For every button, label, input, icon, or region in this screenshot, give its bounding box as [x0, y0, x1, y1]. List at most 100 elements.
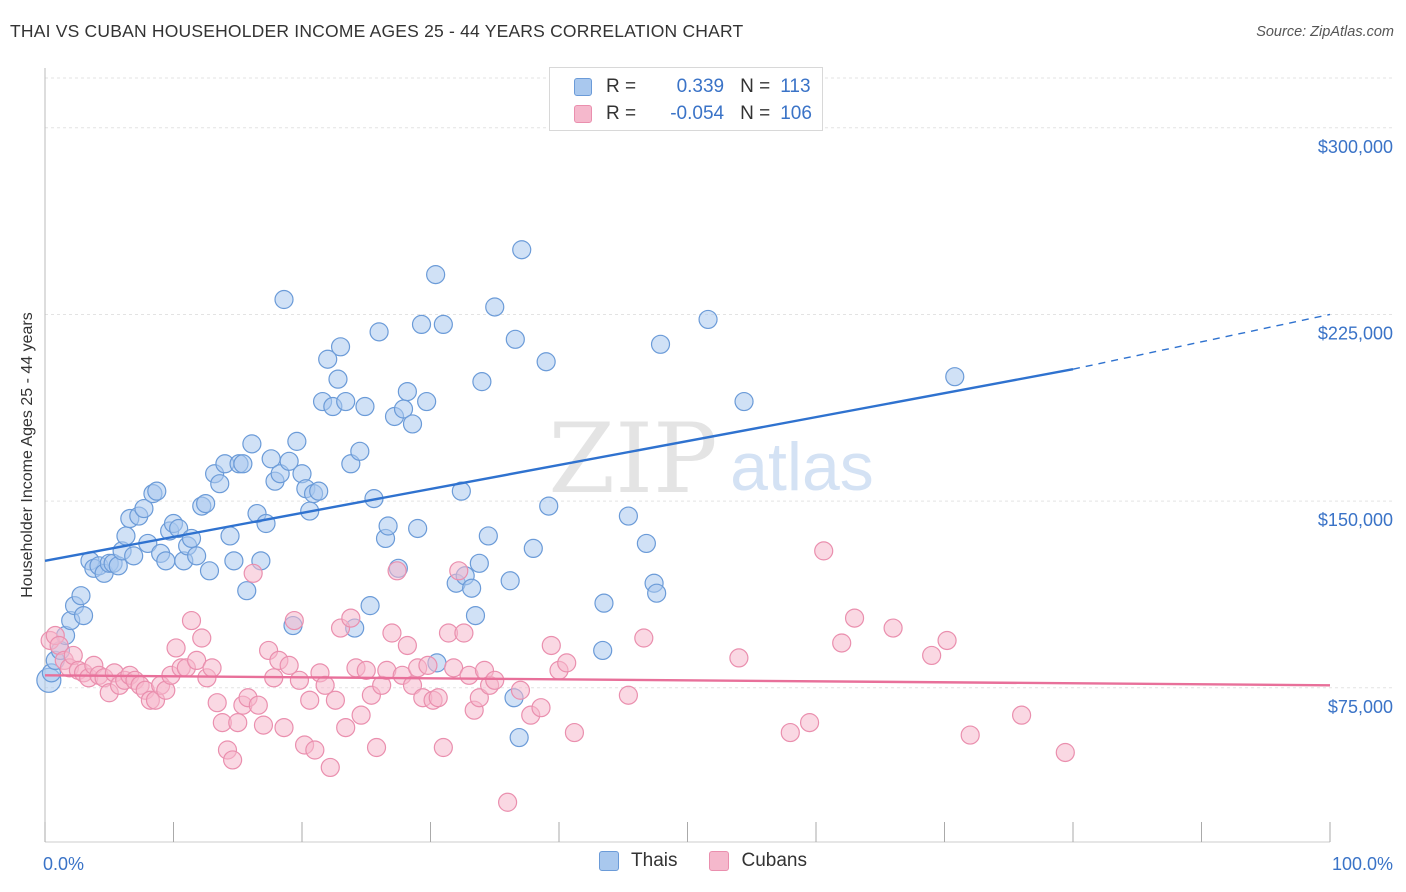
cubans-trend-line — [44, 674, 1331, 687]
cubans-legend-swatch — [709, 851, 730, 871]
cubans-point — [356, 660, 376, 680]
cubans-r-value: -0.054 — [670, 103, 725, 124]
cubans-point — [325, 690, 346, 710]
thais-point — [734, 391, 754, 412]
cubans-point — [181, 610, 202, 631]
thais-point — [369, 322, 389, 342]
thais-point — [485, 297, 505, 317]
thais-point — [147, 481, 167, 501]
thais-point — [233, 454, 253, 474]
thais-point — [509, 727, 529, 748]
cubans-point — [449, 561, 469, 581]
thais-point — [199, 561, 220, 581]
cubans-point — [454, 623, 474, 643]
thais-point — [594, 593, 614, 613]
cubans-point — [243, 563, 263, 583]
thais-r-label: R = — [606, 76, 637, 97]
cubans-point — [228, 713, 248, 733]
cubans-point — [300, 690, 320, 710]
thais-point — [618, 506, 638, 526]
chart-title: THAI VS CUBAN HOUSEHOLDER INCOME AGES 25… — [10, 21, 744, 41]
thais-point — [397, 382, 417, 402]
cubans-point — [418, 655, 438, 675]
thais-point — [73, 605, 94, 626]
thais-point — [210, 474, 230, 494]
thais-point — [650, 334, 671, 354]
thais-point — [71, 586, 91, 606]
cubans-point — [960, 725, 980, 745]
thais-point — [378, 516, 398, 536]
thais-point — [355, 396, 375, 417]
stats-legend: R = 0.339 N = 113 R = -0.054 N = 106 — [549, 67, 823, 131]
thais-point — [433, 314, 453, 334]
cubans-point — [541, 635, 561, 656]
cubans-point — [469, 688, 489, 708]
cubans-legend-label: Cubans — [741, 850, 807, 871]
thais-point — [287, 431, 307, 451]
cubans-point — [387, 561, 407, 581]
legend-item-thais[interactable]: Thais — [599, 850, 677, 872]
thais-point — [411, 314, 432, 334]
thais-point — [336, 391, 356, 412]
cubans-point — [799, 713, 820, 733]
cubans-point — [305, 740, 325, 760]
cubans-point — [253, 715, 274, 735]
cubans-point — [187, 650, 207, 671]
thais-point — [402, 414, 423, 434]
cubans-point — [279, 655, 299, 675]
cubans-point — [320, 757, 340, 778]
cubans-point — [207, 693, 227, 713]
cubans-point — [531, 698, 551, 718]
source-label: Source: ZipAtlas.com — [1256, 24, 1394, 40]
cubans-n-value: 106 — [780, 103, 812, 124]
thais-trend-extension — [1072, 313, 1331, 370]
cubans-point — [832, 633, 852, 653]
cubans-point — [428, 688, 448, 708]
thais-point — [309, 481, 329, 501]
thais-point — [279, 451, 299, 471]
thais-point — [472, 372, 492, 392]
legend-row-cubans: R = -0.054 N = 106 — [574, 101, 812, 127]
thais-point — [220, 526, 240, 546]
thais-point — [647, 583, 667, 603]
cubans-swatch — [574, 105, 592, 123]
thais-point — [328, 369, 348, 389]
cubans-point — [341, 608, 361, 628]
cubans-point — [202, 658, 222, 678]
thais-point — [196, 494, 216, 514]
cubans-point — [192, 628, 212, 648]
cubans-point — [485, 670, 505, 690]
cubans-point — [433, 737, 453, 758]
cubans-point — [618, 685, 638, 705]
thais-point — [539, 496, 559, 516]
thais-n-value: 113 — [780, 76, 811, 97]
cubans-r-label: R = — [606, 103, 637, 124]
thais-point — [134, 498, 154, 519]
legend-row-thais: R = 0.339 N = 113 — [574, 74, 811, 100]
x-tick-label-end: 100.0% — [1332, 854, 1393, 874]
cubans-point — [564, 722, 585, 743]
cubans-point — [937, 630, 957, 651]
cubans-point — [366, 737, 387, 758]
cubans-point — [284, 610, 304, 631]
thais-point — [462, 578, 482, 598]
cubans-point — [844, 608, 865, 628]
cubans-point — [248, 695, 268, 715]
thais-n-label: N = — [740, 76, 771, 97]
cubans-point — [444, 658, 464, 678]
thais-point — [242, 434, 262, 454]
legend-item-cubans[interactable]: Cubans — [709, 850, 807, 872]
cubans-point — [315, 675, 335, 695]
cubans-point — [729, 648, 749, 668]
thais-swatch — [574, 78, 592, 96]
watermark-atlas: atlas — [730, 429, 874, 505]
thais-point — [116, 526, 136, 546]
cubans-point — [397, 635, 417, 656]
thais-point — [156, 551, 176, 571]
cubans-point — [223, 750, 243, 770]
cubans-point — [1055, 742, 1075, 763]
cubans-point — [922, 645, 942, 666]
thais-point — [536, 352, 556, 372]
thais-point — [318, 349, 338, 369]
